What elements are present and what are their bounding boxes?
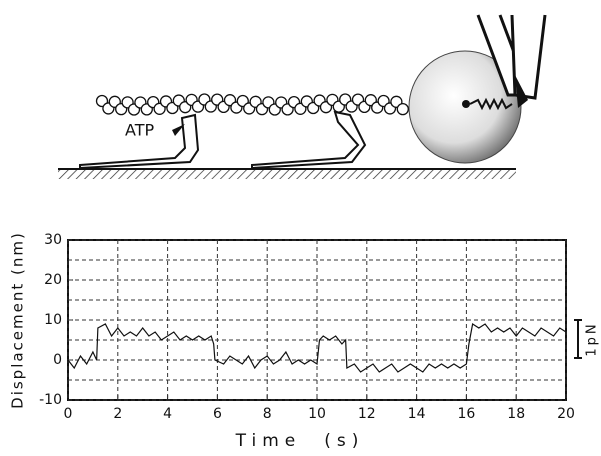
x-tick-label: 20 [557, 406, 575, 422]
y-tick-label: -10 [39, 392, 62, 408]
linker [469, 97, 513, 111]
y-tick-label: 0 [53, 352, 62, 368]
x-tick-label: 6 [213, 406, 222, 422]
myosin [251, 110, 367, 170]
x-tick-label: 2 [113, 406, 122, 422]
actin-bead [396, 102, 409, 116]
x-tick-label: 12 [358, 406, 376, 422]
attachment [462, 100, 470, 108]
scale-bar-label: 1pN [585, 321, 600, 356]
y-tick-label: 10 [44, 312, 62, 328]
x-tick-label: 16 [457, 406, 475, 422]
x-tick-label: 4 [163, 406, 172, 422]
x-tick-label: 8 [263, 406, 272, 422]
x-tick-label: 14 [408, 406, 426, 422]
atp-label: ATP [125, 121, 154, 140]
x-tick-label: 10 [308, 406, 326, 422]
pipette-tip [515, 75, 528, 108]
surface-hatch [58, 169, 516, 179]
x-axis-label: Time (s) [235, 431, 365, 451]
y-tick-label: 20 [44, 272, 62, 288]
x-tick-label: 0 [64, 406, 73, 422]
diagram: ATP [58, 14, 547, 179]
trace [67, 323, 567, 373]
x-tick-label: 18 [507, 406, 525, 422]
myosin [79, 113, 200, 170]
y-tick-label: 30 [44, 232, 62, 248]
atp-arrow [172, 124, 185, 136]
y-axis-label: Displacement (nm) [9, 231, 27, 409]
actin-filament [95, 93, 409, 116]
